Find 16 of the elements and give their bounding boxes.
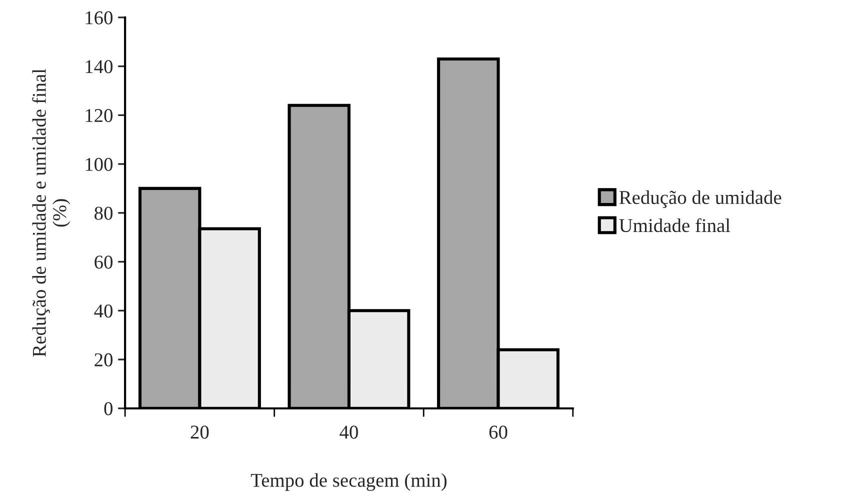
y-tick-label: 40 <box>94 304 113 318</box>
y-tick-label: 120 <box>86 108 113 122</box>
x-axis-title: Tempo de secagem (min) <box>250 473 447 491</box>
y-axis-title: Redução de umidade e umidade final (%) <box>32 68 70 357</box>
y-tick-label: 100 <box>86 158 113 171</box>
y-tick-label: 60 <box>94 256 113 269</box>
legend-label: Redução de umidade <box>619 190 782 208</box>
y-tick-label: 160 <box>86 11 113 24</box>
x-tick-label: 60 <box>489 426 508 439</box>
y-tick-label: 80 <box>94 206 113 220</box>
x-tick-label: 20 <box>190 426 209 439</box>
x-tick-label: 40 <box>340 426 358 439</box>
y-tick-label: 20 <box>94 353 113 366</box>
y-tick-label: 0 <box>104 402 113 416</box>
legend-label: Umidade final <box>619 218 730 232</box>
y-tick-label: 140 <box>86 60 113 74</box>
